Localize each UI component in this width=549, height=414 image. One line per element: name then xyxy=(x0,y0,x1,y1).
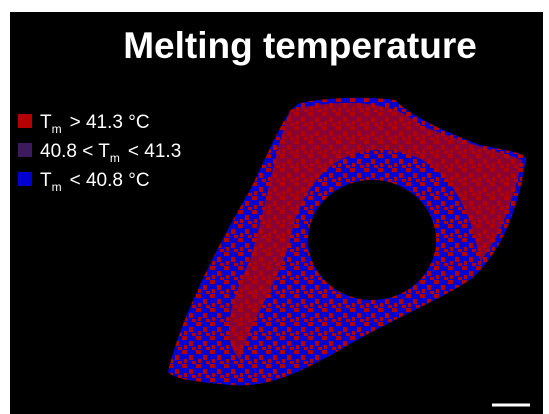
legend-text: > 41.3 °C xyxy=(70,112,150,133)
page: Melting temperature Tm> 41.3 °C40.8 < Tm… xyxy=(0,0,549,414)
legend-text: 40.8 < T xyxy=(40,141,110,162)
legend-swatch xyxy=(18,172,32,186)
legend-text: T xyxy=(40,112,52,133)
legend-text: < 40.8 °C xyxy=(70,170,150,191)
cell-nucleus-void xyxy=(308,180,436,300)
title: Melting temperature xyxy=(123,25,477,66)
legend-swatch xyxy=(18,143,32,157)
legend-swatch xyxy=(18,114,32,128)
figure: Melting temperature Tm> 41.3 °C40.8 < Tm… xyxy=(0,0,549,414)
legend-subscript: m xyxy=(110,151,120,165)
legend-text: < 41.3 xyxy=(128,141,181,162)
legend-subscript: m xyxy=(52,180,62,194)
legend-subscript: m xyxy=(52,122,62,136)
legend-text: T xyxy=(40,170,52,191)
